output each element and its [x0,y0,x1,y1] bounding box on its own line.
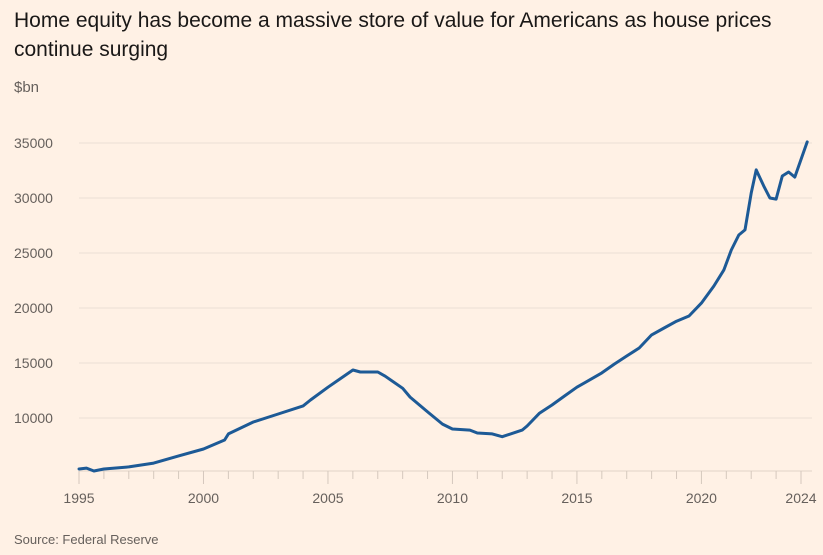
y-tick-label: 10000 [14,410,53,426]
series-line-home-equity [77,140,809,473]
x-tick-label: 1995 [63,490,94,506]
x-tick-label: 2000 [188,490,219,506]
chart-title: Home equity has become a massive store o… [14,9,772,61]
y-tick-label: 35000 [14,135,53,151]
y-tick-label: 20000 [14,300,53,316]
x-tick-label: 2020 [686,490,717,506]
source-note: Source: Federal Reserve [14,532,159,547]
y-tick-label: 25000 [14,245,53,261]
y-axis-unit-label: $bn [14,79,40,96]
x-tick-label: 2015 [561,490,592,506]
x-tick-label: 2010 [437,490,468,506]
x-tick-label: 2024 [785,490,816,506]
y-tick-label: 15000 [14,355,53,371]
x-tick-label: 2005 [312,490,343,506]
y-tick-label: 30000 [14,190,53,206]
